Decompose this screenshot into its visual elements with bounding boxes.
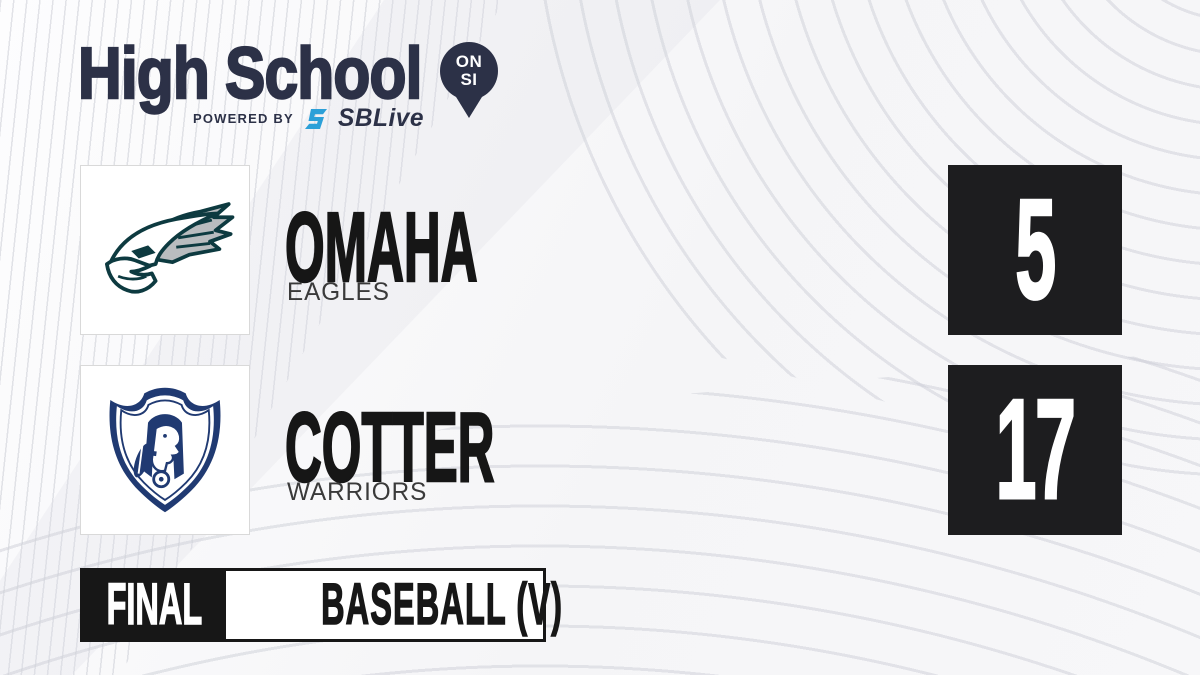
pin-tail <box>453 92 485 118</box>
eagle-head-icon <box>90 189 240 311</box>
pin-text: ON SI <box>440 53 498 89</box>
pin-circle <box>440 42 498 100</box>
status-text: FINAL <box>106 572 203 637</box>
event-badge: BASEBALL (V) <box>226 571 658 639</box>
team-logo-box <box>80 165 250 335</box>
team-name: OMAHA <box>284 192 478 302</box>
event-text: BASEBALL (V) <box>321 572 564 637</box>
brand-title: High School <box>77 34 423 114</box>
score-value: 17 <box>995 370 1077 529</box>
game-status-strip: FINAL BASEBALL (V) <box>80 568 562 642</box>
warrior-shield-icon <box>99 379 231 521</box>
score-value: 5 <box>1014 170 1057 329</box>
team-name: COTTER <box>284 392 495 502</box>
pin-line-on: ON <box>455 52 483 71</box>
sblive-wordmark: SBLive <box>337 104 424 132</box>
team-mascot: WARRIORS <box>287 478 428 506</box>
team-logo-box <box>80 365 250 535</box>
score-box: 5 <box>948 165 1122 335</box>
score-box: 17 <box>948 365 1122 535</box>
team-mascot: EAGLES <box>287 278 390 306</box>
powered-by-row: POWERED BY SBLive <box>193 104 426 133</box>
on-si-pin-icon: ON SI <box>438 42 500 122</box>
sblive-icon <box>303 106 329 132</box>
pin-line-si: SI <box>460 70 478 89</box>
status-badge: FINAL <box>83 571 226 639</box>
powered-by-label: POWERED BY <box>193 111 294 126</box>
